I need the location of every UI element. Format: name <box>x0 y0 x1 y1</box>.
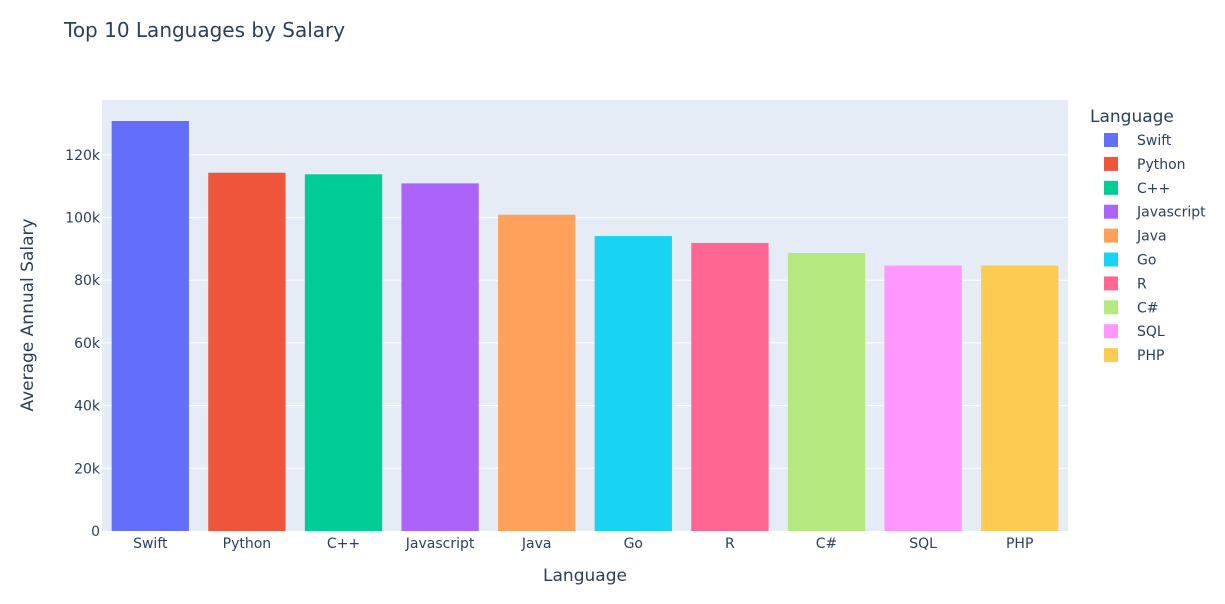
legend-label[interactable]: SQL <box>1137 324 1165 340</box>
bar-swift[interactable] <box>111 121 189 531</box>
legend-label[interactable]: C# <box>1137 300 1159 316</box>
bar-c-[interactable] <box>304 174 383 531</box>
x-tick-label: SQL <box>909 536 937 552</box>
bar-r[interactable] <box>691 242 769 531</box>
legend-swatch[interactable] <box>1104 348 1118 363</box>
y-tick-label: 60k <box>74 336 101 352</box>
legend-label[interactable]: C++ <box>1137 181 1170 197</box>
legend-swatch[interactable] <box>1104 252 1118 267</box>
legend-swatch[interactable] <box>1104 180 1118 195</box>
y-tick-label: 100k <box>65 211 101 227</box>
bar-sql[interactable] <box>884 265 962 531</box>
x-tick-label: Javascript <box>405 536 475 552</box>
x-tick-label: C++ <box>327 536 360 552</box>
y-axis-title: Average Annual Salary <box>18 218 38 411</box>
bar-javascript[interactable] <box>401 183 479 531</box>
chart-title: Top 10 Languages by Salary <box>63 18 345 42</box>
legend: Language Swift Python C++ Javascript Java Go R… <box>1090 107 1206 364</box>
legend-swatch[interactable] <box>1104 276 1118 291</box>
bar-java[interactable] <box>498 214 576 531</box>
bar-c-[interactable] <box>787 252 866 531</box>
legend-swatch[interactable] <box>1104 156 1118 171</box>
legend-label[interactable]: Swift <box>1137 133 1172 149</box>
bars <box>111 121 1059 532</box>
y-tick-label: 0 <box>91 524 100 540</box>
legend-title: Language <box>1090 107 1174 127</box>
bar-php[interactable] <box>981 265 1059 531</box>
x-axis-ticks: Swift Python C++ Javascript Java Go R C# SQL PHP <box>133 536 1033 552</box>
legend-label[interactable]: PHP <box>1137 348 1164 364</box>
x-tick-label: Go <box>624 536 643 552</box>
x-tick-label: R <box>725 536 735 552</box>
x-tick-label: C# <box>816 536 838 552</box>
legend-label[interactable]: Javascript <box>1136 205 1206 221</box>
y-tick-label: 120k <box>65 148 101 164</box>
x-tick-label: PHP <box>1006 536 1033 552</box>
legend-label[interactable]: Go <box>1137 253 1156 269</box>
y-tick-label: 20k <box>74 461 101 477</box>
legend-swatch[interactable] <box>1104 133 1118 147</box>
y-tick-label: 40k <box>74 399 101 415</box>
bar-go[interactable] <box>594 236 672 531</box>
x-axis-title: Language <box>543 566 627 586</box>
x-tick-label: Python <box>223 536 272 552</box>
legend-swatch[interactable] <box>1104 204 1118 219</box>
x-tick-label: Swift <box>133 536 168 552</box>
y-axis-ticks: 0 20k 40k 60k 80k 100k 120k <box>65 148 101 540</box>
legend-label[interactable]: Java <box>1136 229 1167 245</box>
bar-python[interactable] <box>208 172 286 532</box>
y-tick-label: 80k <box>74 273 101 289</box>
legend-swatch[interactable] <box>1104 300 1118 315</box>
legend-swatch[interactable] <box>1104 228 1118 243</box>
x-tick-label: Java <box>521 536 552 552</box>
legend-label[interactable]: R <box>1137 276 1147 292</box>
legend-label[interactable]: Python <box>1137 157 1186 173</box>
legend-swatch[interactable] <box>1104 324 1118 339</box>
